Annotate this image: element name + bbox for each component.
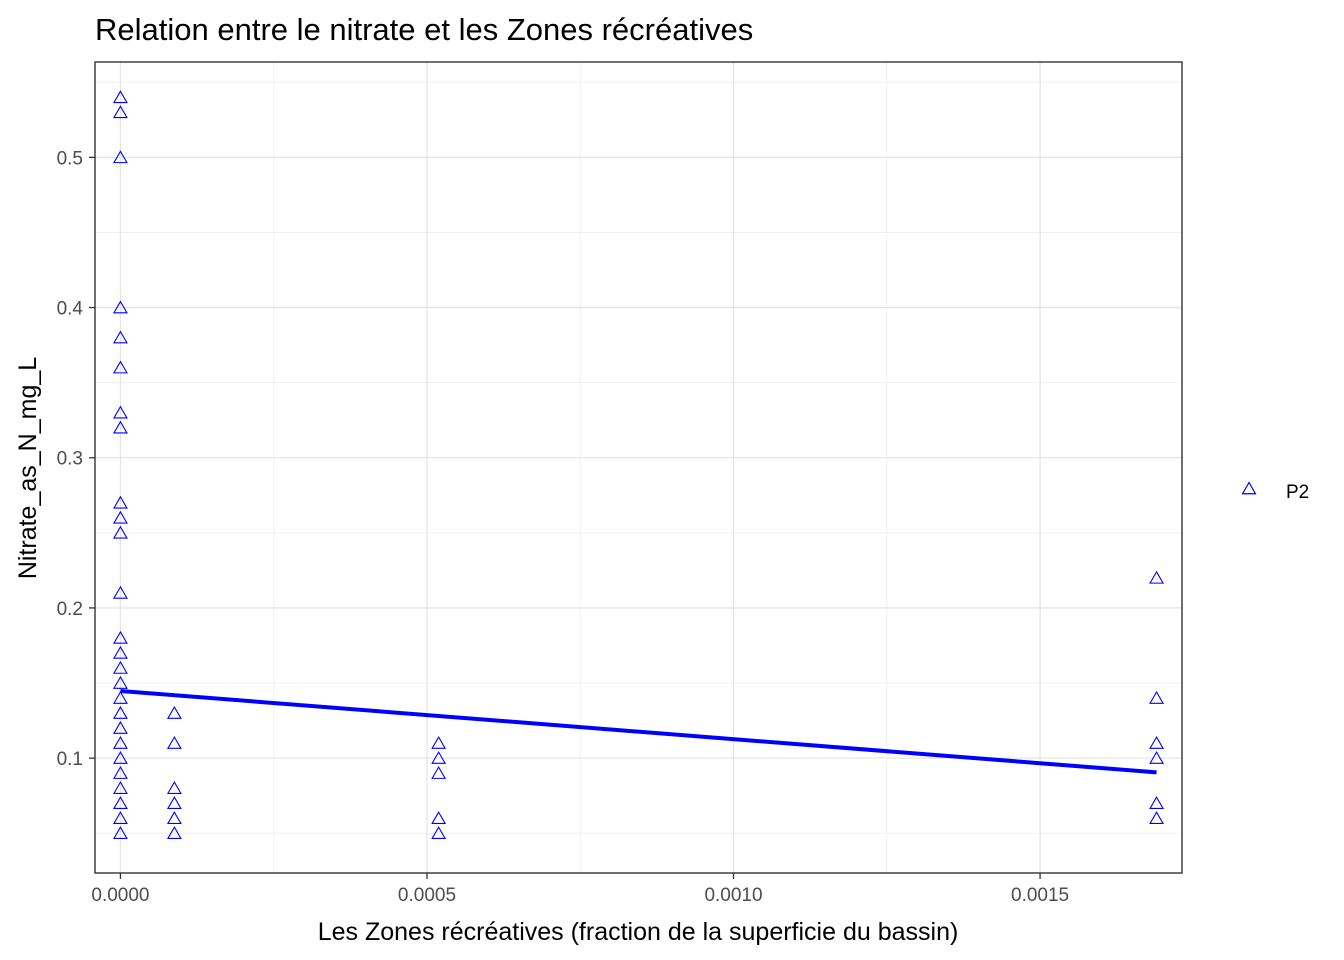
data-point xyxy=(431,735,447,749)
y-tick-label: 0.1 xyxy=(57,749,83,770)
data-point xyxy=(112,781,128,794)
data-point xyxy=(112,660,128,674)
x-tick-label: 0.0015 xyxy=(1011,885,1069,906)
legend-key-triangle-icon xyxy=(1241,481,1257,495)
data-point xyxy=(112,495,128,509)
major-gridlines xyxy=(95,62,1182,873)
data-point xyxy=(1149,751,1165,764)
data-point xyxy=(112,645,128,659)
data-point xyxy=(112,420,128,434)
data-point xyxy=(112,300,128,314)
x-tick-label: 0.0000 xyxy=(91,885,149,906)
plot-panel-border xyxy=(94,61,1183,874)
y-tick-label: 0.2 xyxy=(57,599,83,620)
data-points xyxy=(112,90,1165,840)
data-point xyxy=(1149,570,1165,584)
minor-gridlines xyxy=(95,62,1182,873)
data-point xyxy=(112,330,128,344)
data-point xyxy=(112,150,128,164)
data-point xyxy=(112,585,128,599)
data-point xyxy=(112,690,128,704)
data-point xyxy=(112,405,128,419)
data-point xyxy=(1149,811,1165,824)
x-tick-label: 0.0005 xyxy=(398,885,456,906)
x-axis-ticks: 0.0000 0.0005 0.0010 0.0015 xyxy=(91,873,1069,906)
data-point xyxy=(112,766,128,779)
data-point xyxy=(112,360,128,374)
data-point xyxy=(112,630,128,644)
data-point xyxy=(112,90,128,104)
y-tick-label: 0.3 xyxy=(57,449,83,470)
data-point xyxy=(431,811,447,824)
data-point xyxy=(112,675,128,689)
data-point xyxy=(431,751,447,764)
data-point xyxy=(112,811,128,824)
data-point xyxy=(166,781,182,794)
data-point xyxy=(166,796,182,809)
data-point xyxy=(1149,796,1165,809)
trend-line xyxy=(120,688,1157,775)
y-tick-label: 0.4 xyxy=(57,299,84,320)
legend: P2 xyxy=(1241,481,1309,503)
data-point xyxy=(112,751,128,764)
x-axis-title: Les Zones récréatives (fraction de la su… xyxy=(318,918,959,946)
data-point xyxy=(112,826,128,840)
data-point xyxy=(166,705,182,719)
y-axis-title: Nitrate_as_N_mg_L xyxy=(14,357,42,579)
data-point xyxy=(112,705,128,719)
legend-label-p2: P2 xyxy=(1286,482,1309,503)
data-point xyxy=(166,735,182,749)
data-point xyxy=(112,525,128,539)
data-point xyxy=(112,720,128,734)
data-point xyxy=(431,766,447,779)
data-point xyxy=(1149,735,1165,749)
data-point xyxy=(1149,690,1165,704)
trend-line-layer xyxy=(120,688,1157,775)
data-point xyxy=(112,796,128,809)
data-point xyxy=(112,510,128,524)
chart-title: Relation entre le nitrate et les Zones r… xyxy=(95,12,753,47)
y-axis-ticks: 0.1 0.2 0.3 0.4 0.5 xyxy=(57,148,95,770)
data-point xyxy=(166,826,182,840)
data-point xyxy=(112,735,128,749)
data-point xyxy=(431,826,447,840)
y-tick-label: 0.5 xyxy=(57,148,83,169)
data-point xyxy=(112,105,128,119)
data-point xyxy=(166,811,182,824)
x-tick-label: 0.0010 xyxy=(704,885,762,906)
